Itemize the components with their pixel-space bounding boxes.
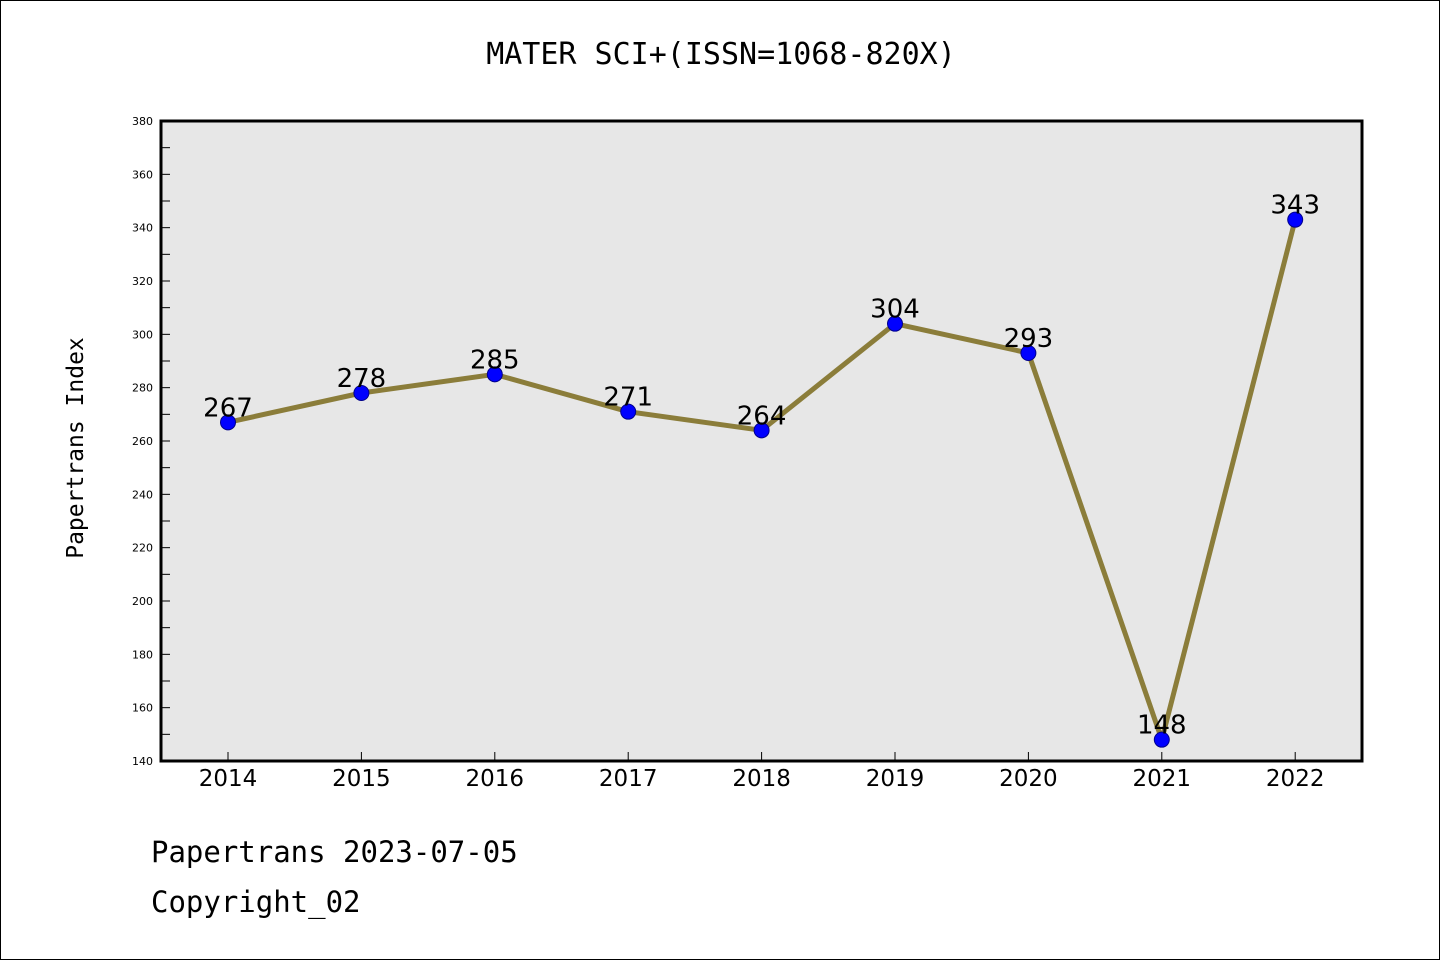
chart-title: MATER SCI+(ISSN=1068-820X) (486, 37, 956, 72)
x-tick-label: 2016 (466, 766, 525, 792)
y-tick-label: 200 (132, 595, 153, 608)
data-point (753, 422, 770, 439)
y-tick-label: 300 (132, 328, 153, 341)
data-label: 278 (337, 364, 387, 394)
y-tick-label: 280 (132, 382, 153, 395)
x-tick-label: 2019 (866, 766, 925, 792)
x-tick-label: 2014 (199, 766, 258, 792)
data-label: 264 (737, 401, 787, 431)
data-point (1020, 345, 1037, 361)
y-tick-label: 140 (132, 755, 153, 768)
x-tick-label: 2021 (1133, 766, 1192, 792)
data-label: 271 (603, 383, 653, 413)
data-label: 267 (203, 393, 253, 423)
data-point (486, 366, 503, 383)
y-tick-label: 180 (132, 648, 153, 661)
x-tick-label: 2017 (599, 766, 658, 792)
y-tick-label: 240 (132, 488, 153, 501)
y-tick-label: 160 (132, 702, 153, 715)
y-tick-label: 320 (132, 275, 153, 288)
y-tick-label: 220 (132, 542, 153, 555)
data-label: 285 (470, 345, 520, 375)
y-tick-label: 360 (132, 168, 153, 181)
data-point (220, 414, 236, 431)
data-label: 293 (1004, 324, 1054, 354)
data-label: 304 (870, 295, 920, 325)
data-point (353, 385, 370, 401)
data-point (1153, 731, 1170, 748)
data-label: 148 (1137, 711, 1187, 741)
footer-date: Papertrans 2023-07-05 (151, 835, 518, 869)
data-point (620, 403, 637, 420)
x-tick-label: 2022 (1266, 766, 1325, 792)
y-tick-label: 340 (132, 222, 153, 235)
plot-area (159, 119, 1364, 763)
y-tick-label: 260 (132, 435, 153, 448)
x-tick-label: 2018 (732, 766, 791, 792)
x-tick-label: 2015 (332, 766, 391, 792)
data-point (887, 315, 903, 332)
y-tick-label: 380 (132, 115, 153, 128)
x-tick-label: 2020 (999, 766, 1058, 792)
footer-copyright: Copyright_02 (151, 885, 361, 919)
data-label: 343 (1270, 191, 1320, 221)
data-point (1287, 211, 1304, 228)
